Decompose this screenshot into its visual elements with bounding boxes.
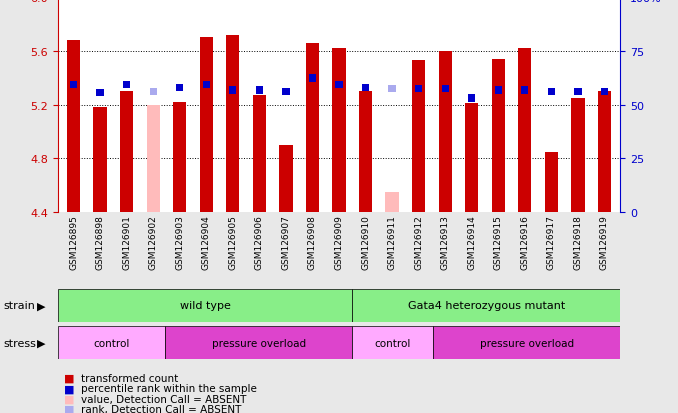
Bar [465,104,479,213]
Bar [173,103,186,213]
Text: GSM126911: GSM126911 [388,215,397,270]
Text: GSM126906: GSM126906 [255,215,264,270]
Bar [306,44,319,213]
Bar [150,88,157,96]
Bar [58,289,353,322]
Bar [308,75,316,83]
Bar [572,99,584,213]
Text: wild type: wild type [180,301,231,311]
Text: control: control [374,338,411,348]
Bar [96,90,104,97]
Text: GSM126915: GSM126915 [494,215,503,270]
Bar [146,105,160,213]
Bar [353,326,433,359]
Bar [544,152,558,213]
Bar [353,289,620,322]
Text: GSM126916: GSM126916 [520,215,530,270]
Text: GSM126910: GSM126910 [361,215,370,270]
Bar [58,326,165,359]
Text: ■: ■ [64,383,75,393]
Bar [70,82,77,89]
Text: GSM126904: GSM126904 [202,215,211,270]
Bar [94,108,106,213]
Text: ■: ■ [64,404,75,413]
Text: GSM126898: GSM126898 [96,215,104,270]
Text: GSM126912: GSM126912 [414,215,423,270]
Bar [521,87,528,95]
Bar [362,85,370,92]
Text: GSM126908: GSM126908 [308,215,317,270]
Text: ▶: ▶ [37,301,46,311]
Bar [165,326,353,359]
Bar [332,49,346,213]
Bar [518,49,532,213]
Text: GSM126919: GSM126919 [600,215,609,270]
Bar [548,88,555,96]
Text: strain: strain [3,301,35,311]
Bar [120,92,134,213]
Bar [574,88,582,96]
Bar [433,326,620,359]
Bar [492,60,505,213]
Bar [176,85,183,92]
Text: GSM126909: GSM126909 [334,215,344,270]
Bar [441,86,449,93]
Bar [229,87,237,95]
Bar [359,92,372,213]
Bar [336,82,342,89]
Text: ■: ■ [64,373,75,383]
Bar [123,82,130,89]
Text: Gata4 heterozygous mutant: Gata4 heterozygous mutant [407,301,565,311]
Bar [468,95,475,103]
Text: GSM126901: GSM126901 [122,215,131,270]
Text: ▶: ▶ [37,338,46,348]
Bar [601,88,608,96]
Text: GSM126918: GSM126918 [574,215,582,270]
Bar [415,86,422,93]
Bar [279,146,292,213]
Bar [253,96,266,213]
Bar [439,52,452,213]
Text: percentile rank within the sample: percentile rank within the sample [81,383,257,393]
Text: GSM126895: GSM126895 [69,215,78,270]
Bar [495,87,502,95]
Text: GSM126914: GSM126914 [467,215,476,270]
Bar [203,82,210,89]
Text: pressure overload: pressure overload [479,338,574,348]
Text: GSM126905: GSM126905 [228,215,237,270]
Bar [388,86,396,93]
Text: rank, Detection Call = ABSENT: rank, Detection Call = ABSENT [81,404,242,413]
Text: value, Detection Call = ABSENT: value, Detection Call = ABSENT [81,394,247,404]
Bar [412,61,425,213]
Bar [598,92,611,213]
Text: GSM126913: GSM126913 [441,215,450,270]
Text: pressure overload: pressure overload [212,338,306,348]
Bar [386,192,399,213]
Bar [199,38,213,213]
Text: GSM126917: GSM126917 [547,215,556,270]
Text: GSM126907: GSM126907 [281,215,290,270]
Text: transformed count: transformed count [81,373,178,383]
Bar [282,88,290,96]
Bar [226,36,239,213]
Text: control: control [93,338,129,348]
Text: ■: ■ [64,394,75,404]
Text: GSM126903: GSM126903 [175,215,184,270]
Text: stress: stress [3,338,36,348]
Bar [256,87,263,95]
Bar [67,41,80,213]
Text: GSM126902: GSM126902 [148,215,158,270]
